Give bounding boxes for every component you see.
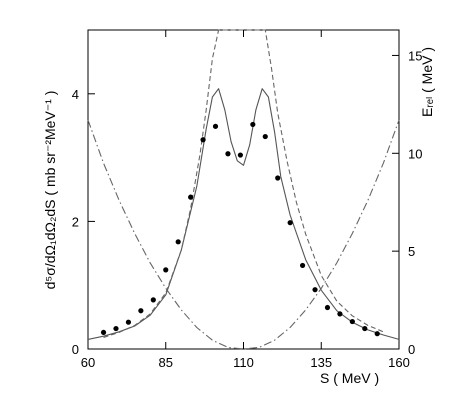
dashdot-curve: [87, 119, 400, 350]
solid-curve: [87, 88, 400, 340]
y-right-tick-label: 10: [408, 146, 422, 161]
data-point: [125, 319, 132, 325]
x-tick-label: 160: [388, 355, 410, 370]
x-tick-label: 110: [233, 355, 254, 370]
data-point: [362, 325, 368, 332]
y-right-tick-label: 0: [408, 342, 415, 357]
data-point: [163, 267, 169, 273]
data-point: [324, 304, 331, 311]
curves-layer: [87, 29, 400, 350]
data-point: [312, 287, 318, 293]
data-point: [113, 325, 119, 332]
plot-frame: [87, 29, 400, 350]
x-tick-label: 135: [310, 355, 332, 370]
data-point: [250, 121, 256, 128]
x-tick-label: 85: [159, 355, 173, 370]
data-point: [237, 152, 243, 158]
dashed-curve: [103, 29, 384, 339]
y-right-tick-label: 15: [408, 48, 422, 63]
data-point: [188, 194, 194, 200]
data-point: [374, 331, 380, 337]
y-left-tick-label: 4: [72, 87, 79, 102]
data-point: [299, 262, 306, 269]
data-point: [262, 133, 268, 140]
data-point: [275, 175, 281, 181]
y-right-tick-label: 5: [408, 244, 415, 259]
y-left-tick-label: 0: [72, 342, 79, 357]
data-points-layer: [100, 121, 380, 337]
data-point: [349, 318, 355, 325]
data-point: [175, 239, 181, 245]
data-point: [225, 151, 231, 157]
data-point: [200, 137, 206, 143]
y-left-tick-label: 2: [72, 214, 79, 229]
data-point: [212, 123, 219, 129]
y-axis-title-left: d⁵σ/dΩ₁dΩ₂dS ( mb sr⁻²MeV⁻¹ ): [42, 91, 58, 290]
y-axis-title-right: Eᵣₑₗ ( MeV ): [419, 47, 435, 117]
data-point: [100, 329, 107, 336]
data-point: [150, 297, 156, 303]
x-axis-title: S ( MeV ): [320, 370, 379, 386]
x-tick-label: 60: [81, 355, 95, 370]
data-point: [287, 220, 293, 226]
data-point: [337, 311, 343, 317]
data-point: [138, 308, 144, 314]
